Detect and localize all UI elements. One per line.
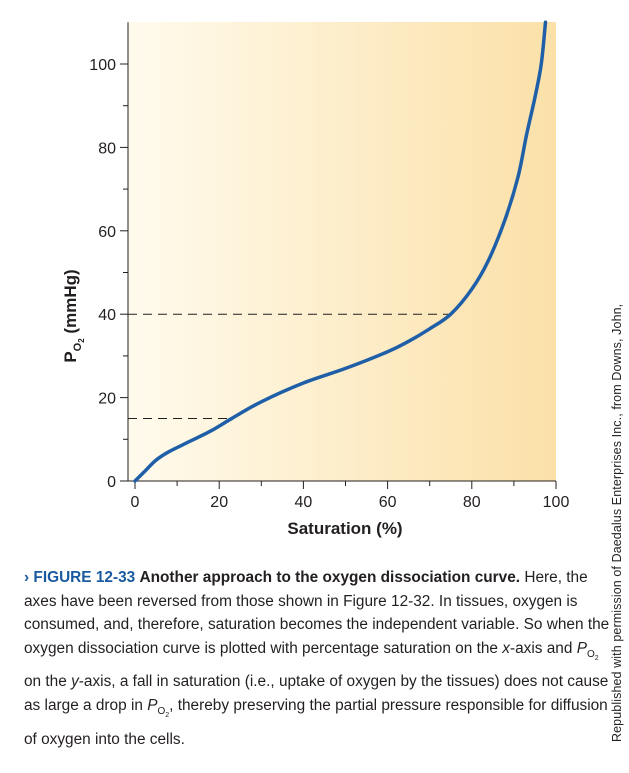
caption-text-3: on the [24, 673, 72, 691]
caption-arrow-icon: › [24, 569, 30, 586]
svg-text:PO2 (mmHg): PO2 (mmHg) [61, 269, 86, 362]
y-tick-label: 40 [98, 307, 116, 324]
caption-x-italic: x [502, 639, 510, 657]
x-tick-label: 0 [131, 494, 140, 511]
axes [127, 22, 556, 482]
x-tick-label: 100 [543, 494, 570, 511]
caption-po2-sub-2: O2 [157, 706, 170, 720]
caption-po2-p: P [576, 639, 587, 657]
tick-labels: 0 20 40 60 80 100 0 20 40 60 80 100 [89, 57, 569, 511]
y-tick-label: 20 [98, 391, 116, 408]
figure-title: Another approach to the oxygen dissociat… [139, 569, 521, 586]
caption-text-2: -axis and [509, 639, 577, 657]
caption-po2-sub: O2 [586, 648, 599, 662]
caption-text-1: Here, the axes have been reversed from t… [24, 569, 610, 657]
reference-lines [128, 313, 451, 419]
caption-text-5: , thereby preserving the partial pressur… [24, 697, 608, 748]
y-tick-label: 80 [98, 140, 116, 157]
figure-caption: › FIGURE 12-33 Another approach to the o… [24, 566, 614, 751]
y-axis-title: PO2 (mmHg) [61, 269, 86, 362]
x-tick-label: 20 [210, 494, 228, 511]
x-axis-title: Saturation (%) [287, 519, 402, 538]
series-group [133, 20, 548, 483]
caption-text-4: -axis, a fall in saturation (i.e., uptak… [24, 673, 609, 715]
figure-label: FIGURE 12-33 [33, 569, 136, 586]
x-tick-label: 60 [379, 494, 397, 511]
y-tick-label: 0 [107, 474, 116, 491]
y-tick-label: 100 [89, 57, 116, 74]
caption-y-italic: y [71, 673, 79, 691]
x-tick-label: 40 [295, 494, 313, 511]
caption-po2-p-2: P [147, 697, 158, 715]
dissociation-curve [133, 20, 548, 483]
x-tick-label: 80 [463, 494, 481, 511]
plot-background [128, 22, 556, 481]
y-tick-label: 60 [98, 224, 116, 241]
tick-marks [120, 63, 557, 489]
